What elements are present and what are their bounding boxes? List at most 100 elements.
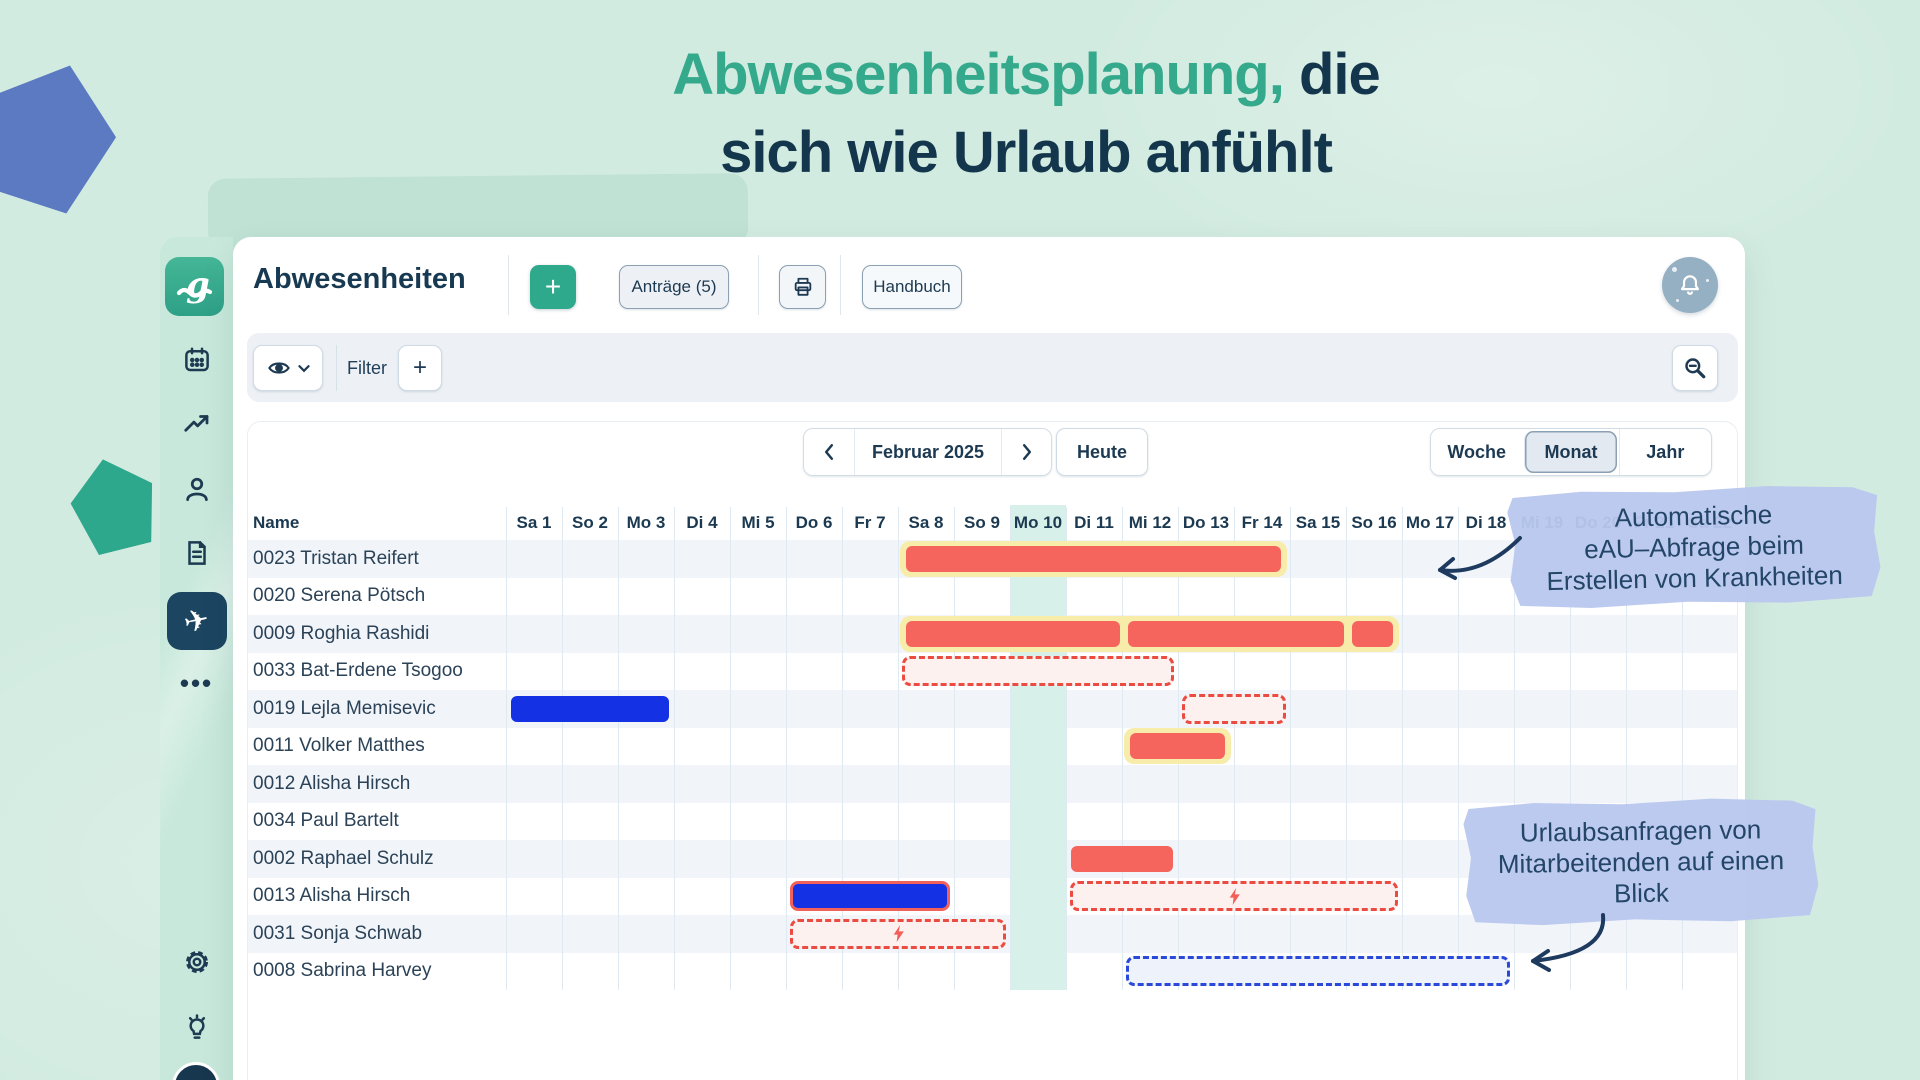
eye-icon	[267, 362, 290, 374]
view-month-button[interactable]: Monat	[1524, 431, 1617, 473]
header-divider	[758, 255, 759, 315]
hero-title: Abwesenheitsplanung, die sich wie Urlaub…	[326, 36, 1726, 192]
today-button[interactable]: Heute	[1056, 428, 1148, 476]
sickness-segment[interactable]	[906, 545, 1281, 572]
previous-month-button[interactable]	[804, 429, 854, 475]
plus-icon: +	[544, 271, 562, 302]
grid-column-line	[1514, 507, 1515, 990]
sparkle	[1676, 299, 1679, 302]
absence-bar-sickness-requested[interactable]	[1182, 693, 1286, 724]
requests-button[interactable]: Anträge (5)	[619, 265, 729, 309]
current-period-label: Februar 2025	[854, 429, 1001, 475]
chevron-left-icon	[824, 444, 834, 460]
absence-bar-sickness-plain[interactable]	[1071, 845, 1173, 872]
grid-column-line	[954, 507, 955, 990]
header-divider	[508, 255, 509, 315]
gear-icon	[185, 951, 208, 973]
sickness-segment[interactable]	[1128, 620, 1344, 647]
grid-column-line	[1066, 507, 1067, 990]
page-title: Abwesenheiten	[253, 263, 466, 295]
notifications-button[interactable]	[1662, 257, 1718, 313]
sidebar-item-absences-active[interactable]: ✈	[167, 592, 227, 650]
document-icon	[187, 541, 206, 565]
day-header-cell: Di 4	[686, 512, 718, 532]
absence-bar-vacation-requested[interactable]	[1126, 956, 1510, 987]
bolt-icon	[1229, 887, 1240, 905]
employee-name: 0009 Roghia Rashidi	[253, 622, 430, 644]
sidebar-item-calendar[interactable]	[160, 338, 233, 382]
month-navigation: Februar 2025	[803, 428, 1052, 476]
sickness-segment[interactable]	[1352, 620, 1393, 647]
sparkle	[1706, 279, 1709, 282]
absence-bar-vacation[interactable]	[511, 695, 669, 722]
grid-column-line	[898, 507, 899, 990]
plus-icon: +	[412, 354, 427, 381]
day-header-cell: Do 13	[1182, 512, 1230, 532]
hero-line-1: Abwesenheitsplanung, die	[672, 42, 1381, 107]
employee-name: 0002 Raphael Schulz	[253, 847, 434, 869]
bolt-icon	[893, 925, 904, 943]
employee-name: 0020 Serena Pötsch	[253, 585, 426, 606]
sidebar-item-more[interactable]: •••	[160, 661, 233, 705]
zoom-search-button[interactable]	[1672, 345, 1718, 391]
sidebar-item-reports[interactable]	[160, 402, 233, 446]
employee-name: 0012 Alisha Hirsch	[253, 772, 411, 794]
grid-column-line	[1570, 507, 1571, 990]
day-header-cell: So 16	[1351, 512, 1397, 532]
day-header-cell: Fr 7	[854, 512, 886, 532]
print-button[interactable]	[779, 265, 826, 309]
person-icon	[185, 477, 208, 501]
view-week-button[interactable]: Woche	[1431, 429, 1523, 475]
absence-bar-vacation-selected[interactable]	[790, 881, 950, 912]
airplane-icon: ✈	[181, 601, 213, 641]
grid-column-line	[1346, 507, 1347, 990]
add-absence-button[interactable]: +	[530, 265, 576, 309]
handbook-button[interactable]: Handbuch	[862, 265, 962, 309]
view-year-button[interactable]: Jahr	[1618, 429, 1711, 475]
next-month-button[interactable]	[1001, 429, 1051, 475]
absence-bar-sickness[interactable]	[900, 615, 1399, 652]
hero-line-2: sich wie Urlaub anfühlt	[720, 120, 1333, 185]
absence-bar-sickness-requested[interactable]	[1070, 881, 1398, 912]
bell-icon	[1681, 275, 1699, 295]
lightbulb-icon	[188, 1014, 205, 1039]
sidebar-item-settings[interactable]	[160, 940, 233, 984]
grid-column-line	[730, 507, 731, 990]
employee-name: 0023 Tristan Reifert	[253, 547, 419, 569]
day-header-cell: Mo 3	[626, 512, 666, 532]
grid: Name 0023 Tristan Reifert 0020 Serena Pöt…	[233, 237, 1745, 1080]
callout-eau: Automatische eAU–Abfrage beim Erstellen …	[1507, 483, 1881, 611]
sickness-segment[interactable]	[906, 620, 1120, 647]
row-stripe	[248, 765, 1737, 803]
absence-bar-sickness-requested[interactable]	[902, 656, 1174, 687]
logo-glyph: g	[176, 265, 212, 305]
day-header-cell: Do 6	[795, 512, 833, 532]
add-filter-button[interactable]: +	[398, 345, 442, 391]
today-column	[1010, 505, 1066, 990]
more-icon: •••	[179, 667, 214, 698]
grid-column-line	[562, 507, 563, 990]
day-header-cell: Sa 1	[516, 512, 552, 532]
sidebar-item-documents[interactable]	[160, 531, 233, 575]
absence-bar-sickness-requested[interactable]	[790, 918, 1006, 949]
decor-pentagon-teal	[62, 449, 166, 559]
grid-column-line	[786, 507, 787, 990]
grid-column-line	[506, 507, 507, 990]
grid-column-line	[1458, 507, 1459, 990]
callout-arrow-1	[1438, 536, 1522, 580]
chevron-right-icon	[1022, 444, 1031, 460]
employee-name: 0011 Volker Matthes	[253, 735, 425, 756]
grid-column-line	[1122, 507, 1123, 990]
sickness-segment[interactable]	[1130, 733, 1225, 760]
employee-name: 0033 Bat-Erdene Tsogoo	[253, 660, 463, 681]
grid-column-line	[674, 507, 675, 990]
sidebar-item-employees[interactable]	[160, 467, 233, 511]
svg-text:g: g	[186, 265, 210, 305]
absence-bar-sickness[interactable]	[900, 540, 1287, 577]
sidebar-item-ideas[interactable]	[160, 1005, 233, 1049]
visibility-dropdown[interactable]	[253, 345, 323, 391]
trend-icon	[183, 415, 208, 432]
absence-bar-sickness[interactable]	[1124, 728, 1231, 765]
day-header-cell: Mo 17	[1405, 512, 1455, 532]
